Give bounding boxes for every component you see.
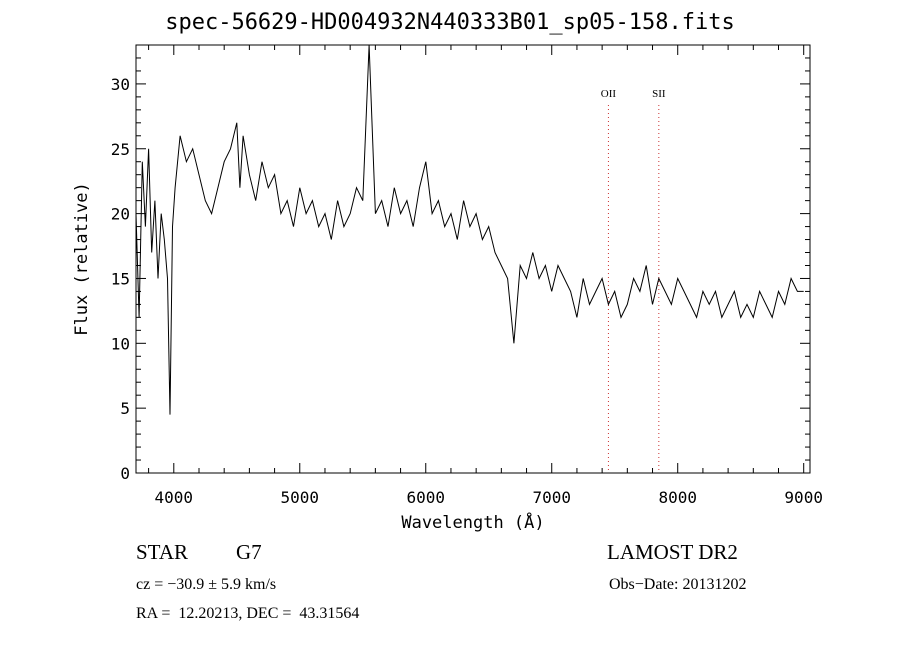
plot-frame <box>135 44 811 474</box>
spectrum-series-line <box>135 44 804 415</box>
y-tick-label: 15 <box>111 269 130 288</box>
y-tick-label: 10 <box>111 334 130 353</box>
y-tick-label: 30 <box>111 75 130 94</box>
annotation-label: OII <box>601 88 617 100</box>
line-annotations: OII SII <box>601 88 666 473</box>
annotation-label: SII <box>652 88 666 100</box>
observation-date: Obs−Date: 20131202 <box>609 576 747 593</box>
survey-name: LAMOST DR2 <box>607 540 738 564</box>
axis-ticks: 4000 5000 6000 7000 8000 9000 0 5 10 15 20 25 30 <box>111 45 823 507</box>
y-tick-label: 5 <box>120 399 130 418</box>
y-axis-label: Flux (relative) <box>72 182 92 336</box>
x-tick-label: 9000 <box>784 488 823 507</box>
x-axis-label: Wavelength (Å) <box>401 511 544 533</box>
y-tick-label: 25 <box>111 140 130 159</box>
object-type: STAR <box>136 540 188 564</box>
x-tick-label: 8000 <box>658 488 697 507</box>
x-tick-label: 6000 <box>406 488 445 507</box>
redshift-value: cz = −30.9 ± 5.9 km/s <box>136 576 277 593</box>
x-tick-label: 4000 <box>155 488 194 507</box>
x-tick-label: 5000 <box>281 488 320 507</box>
spectral-subclass: G7 <box>236 540 262 564</box>
coordinates: RA = 12.20213, DEC = 43.31564 <box>136 605 360 622</box>
y-tick-label: 20 <box>111 205 130 224</box>
chart-title: spec-56629-HD004932N440333B01_sp05-158.f… <box>165 10 735 35</box>
y-tick-label: 0 <box>120 464 130 483</box>
x-tick-label: 7000 <box>532 488 571 507</box>
